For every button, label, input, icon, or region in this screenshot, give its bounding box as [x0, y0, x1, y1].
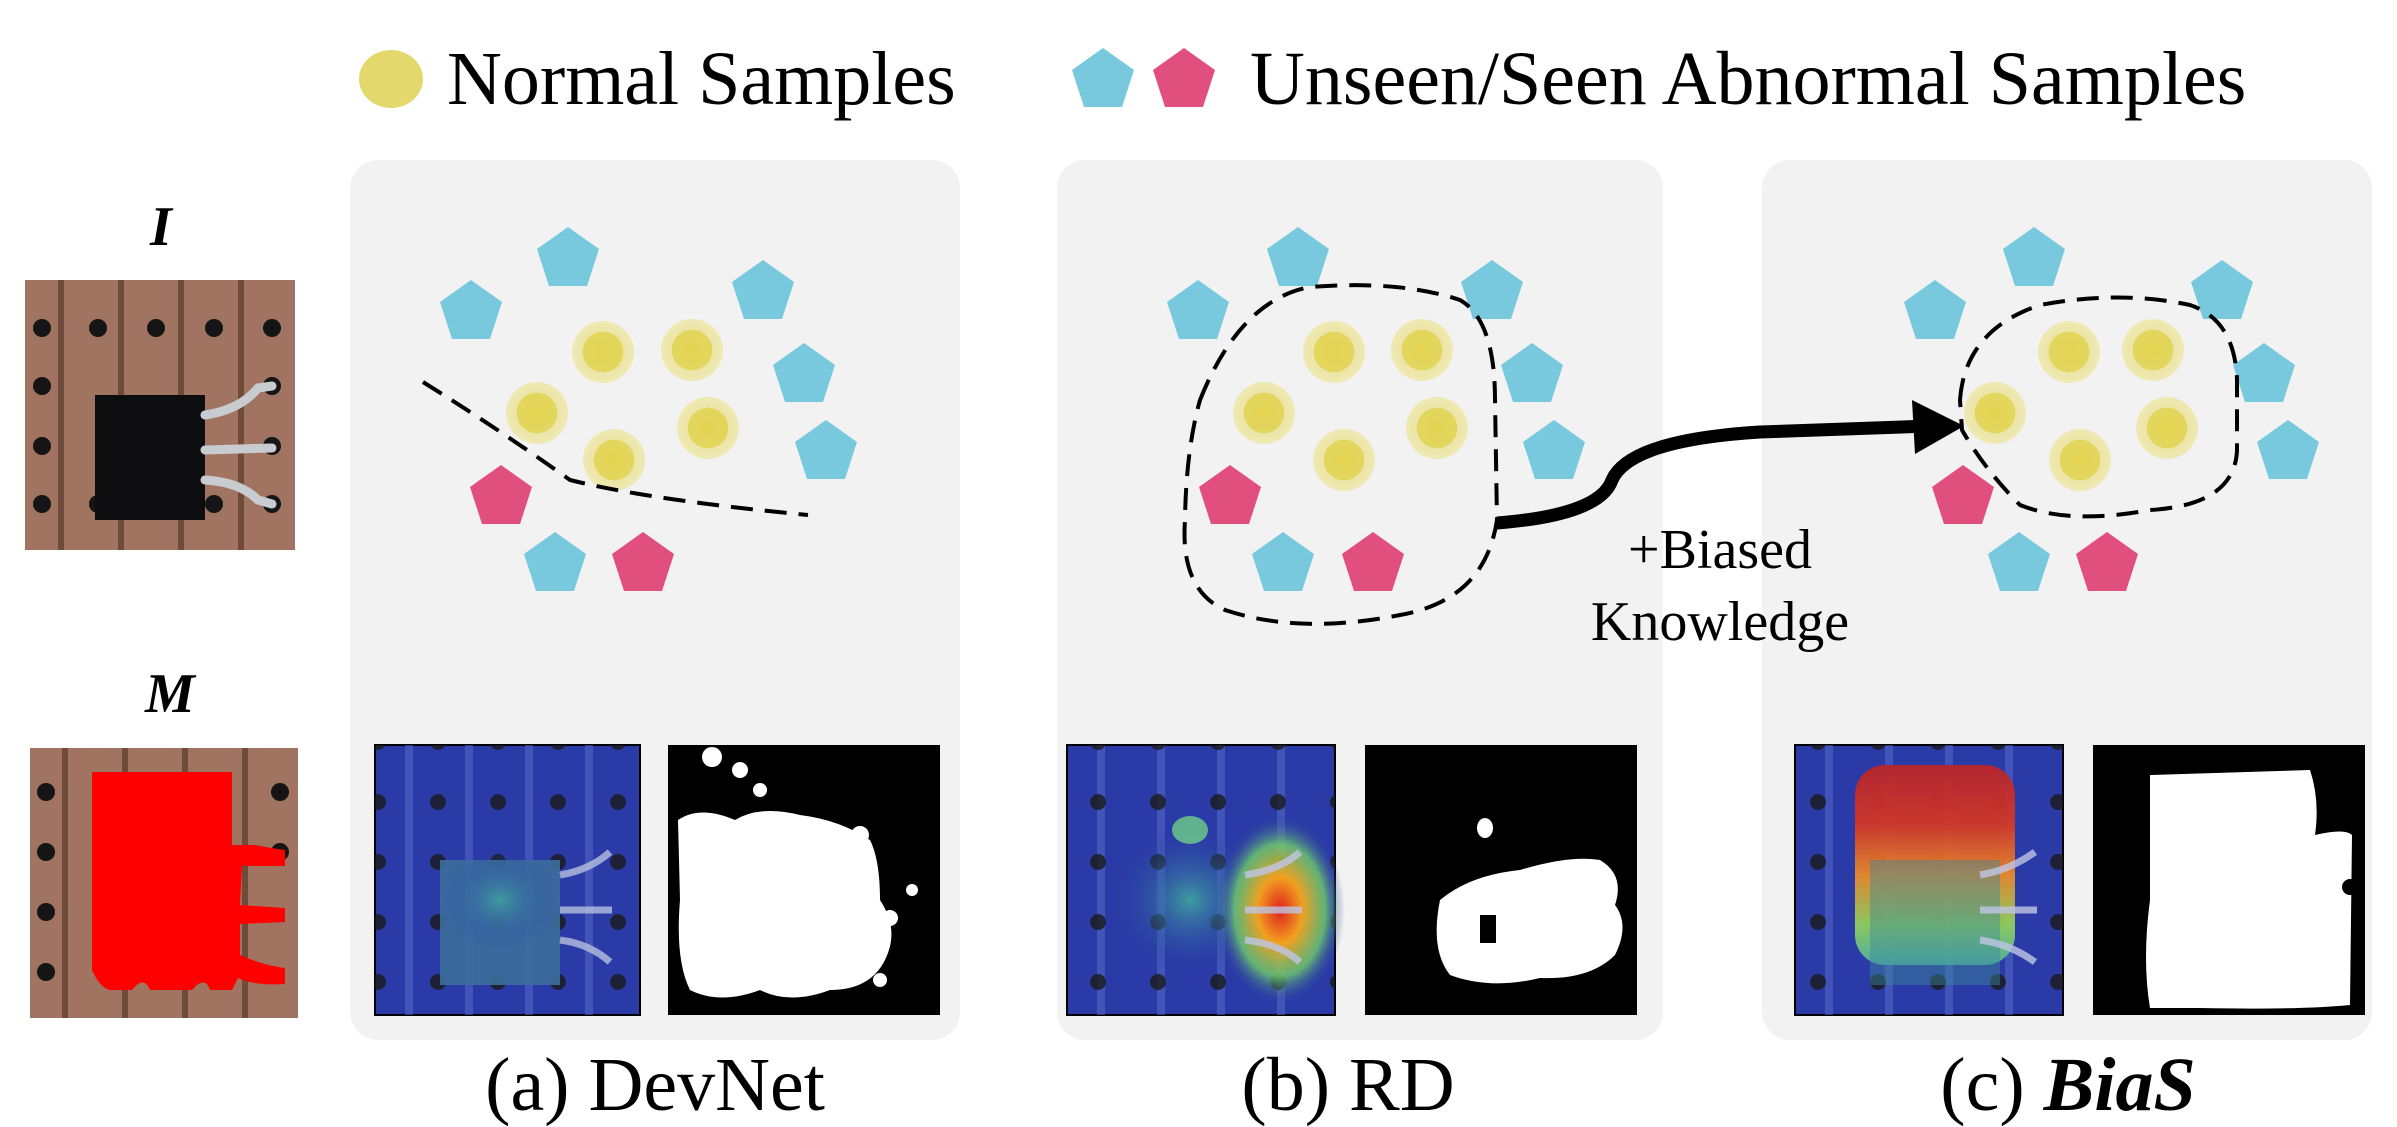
panel-b-heatmap: [1066, 744, 1345, 1016]
legend-unseen-marker: [1072, 48, 1134, 107]
panel-b-caption: (b) RD: [1241, 1043, 1454, 1127]
mask-region: [92, 772, 285, 990]
panel-a-mask: [668, 745, 940, 1015]
input-mask: [30, 748, 298, 1018]
normal-boundary: [1957, 295, 2239, 519]
legend-normal-marker: [359, 50, 423, 108]
biased-knowledge-arrow: +Biased Knowledge: [1496, 400, 1964, 653]
panel-b-scatter: [1167, 227, 1585, 626]
panel-c-heatmap: [1794, 744, 2064, 1016]
panel-a-caption-name: DevNet: [589, 1043, 825, 1127]
panel-c-caption-prefix: (c): [1940, 1043, 2043, 1127]
abnormal-samples: [1904, 227, 2319, 591]
input-mask-label: M: [144, 663, 197, 725]
panel-b-caption-name: RD: [1349, 1043, 1455, 1127]
panel-a-heatmap: [374, 744, 641, 1016]
panel-a-scatter: [421, 227, 857, 591]
panel-b-caption-prefix: (b): [1241, 1043, 1349, 1127]
legend-normal-label: Normal Samples: [447, 37, 956, 121]
legend-seen-marker: [1153, 48, 1215, 107]
panel-b-mask: [1365, 745, 1637, 1015]
panel-c-caption: (c) BiaS: [1940, 1043, 2195, 1127]
arrow-label-line2: Knowledge: [1591, 591, 1849, 653]
normal-samples: [506, 319, 739, 491]
abnormal-samples: [1167, 227, 1585, 591]
panel-a-caption-prefix: (a): [485, 1043, 588, 1127]
panel-a-caption: (a) DevNet: [485, 1043, 825, 1127]
panel-c-scatter: [1904, 227, 2319, 591]
input-image-label: I: [149, 196, 174, 258]
input-column: I M: [25, 196, 298, 1018]
abnormal-samples: [440, 227, 857, 591]
legend-abnormal-label: Unseen/Seen Abnormal Samples: [1250, 37, 2246, 121]
arrow-label-line1: +Biased: [1628, 519, 1812, 581]
decision-boundary: [421, 380, 809, 517]
input-image: [25, 280, 295, 550]
panel-c-mask: [2093, 745, 2365, 1015]
normal-samples: [1233, 319, 1468, 491]
panel-c-caption-name: BiaS: [2043, 1043, 2196, 1127]
normal-samples: [1964, 319, 2198, 491]
legend: Normal Samples Unseen/Seen Abnormal Samp…: [359, 37, 2246, 121]
chip-body: [95, 395, 205, 520]
